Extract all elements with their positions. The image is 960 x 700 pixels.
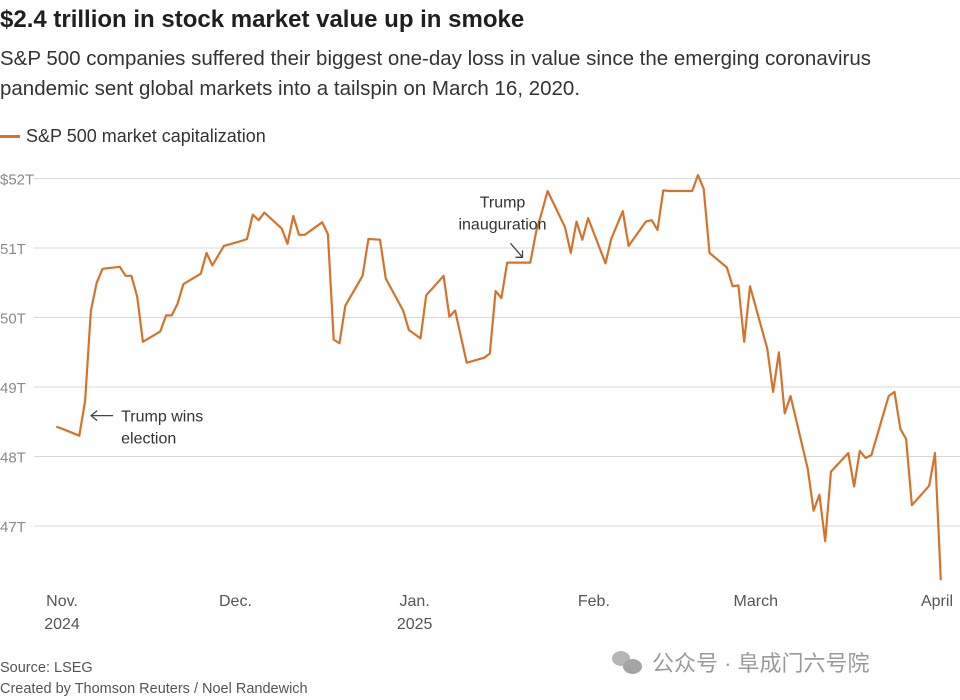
annotation-label: Trump bbox=[480, 194, 526, 211]
chart-title: $2.4 trillion in stock market value up i… bbox=[0, 6, 525, 33]
y-tick-label: 50T bbox=[0, 311, 26, 328]
chart-subtitle: S&P 500 companies suffered their biggest… bbox=[0, 47, 871, 100]
watermark-text: 公众号 · 阜成门六号院 bbox=[652, 651, 870, 676]
watermark: 公众号 · 阜成门六号院 bbox=[612, 646, 870, 678]
wechat-icon bbox=[612, 649, 642, 675]
x-tick-label: Dec. bbox=[219, 593, 252, 610]
x-tick-label: Feb. bbox=[578, 593, 610, 610]
x-tick-label: April bbox=[921, 593, 953, 610]
annotation-label: election bbox=[121, 431, 176, 448]
x-tick-label: Nov. bbox=[46, 593, 78, 610]
annotation-arrow bbox=[90, 410, 114, 422]
x-tick-label: Jan. bbox=[400, 593, 430, 610]
y-tick-label: 49T bbox=[0, 380, 26, 397]
legend: S&P 500 market capitalization bbox=[0, 126, 266, 147]
annotation-arrow bbox=[510, 242, 524, 258]
credit-note: Created by Thomson Reuters / Noel Randew… bbox=[0, 681, 308, 697]
x-tick-label: March bbox=[734, 593, 778, 610]
legend-label: S&P 500 market capitalization bbox=[26, 126, 266, 146]
line-chart: $52T 51T 50T 49T 48T 47T Nov. 2024 Dec. Jan. 2025 F… bbox=[0, 172, 960, 633]
annotation-label: inauguration bbox=[458, 216, 546, 233]
source-note: Source: LSEG bbox=[0, 660, 93, 676]
annotation-label: Trump wins bbox=[121, 409, 203, 426]
y-tick-label: 51T bbox=[0, 241, 26, 258]
x-tick-sublabel: 2025 bbox=[397, 616, 433, 633]
y-tick-label: $52T bbox=[0, 172, 34, 189]
series-line bbox=[55, 173, 942, 581]
legend-swatch bbox=[0, 135, 20, 138]
x-tick-sublabel: 2024 bbox=[44, 616, 80, 633]
y-tick-label: 48T bbox=[0, 450, 26, 467]
y-tick-label: 47T bbox=[0, 519, 26, 536]
